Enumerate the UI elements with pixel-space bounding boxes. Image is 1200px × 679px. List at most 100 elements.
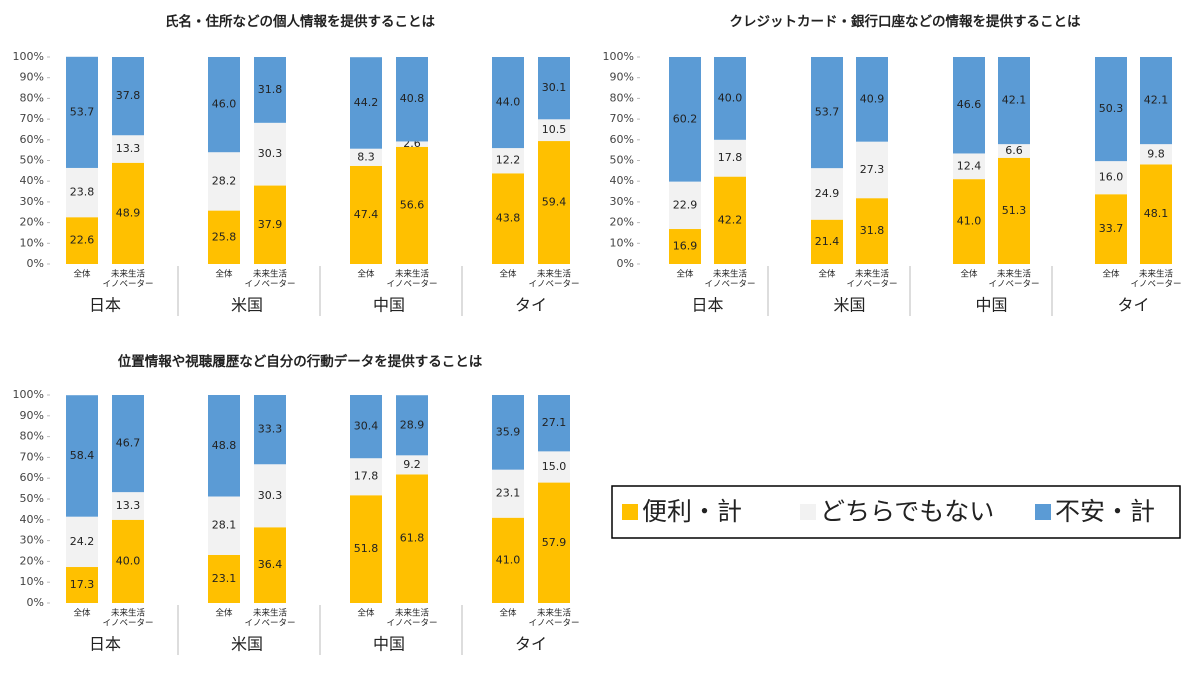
x-tick-label: 未来生活: [111, 608, 146, 619]
y-tick-label: 10%: [610, 236, 634, 249]
x-tick-label: 未来生活: [537, 608, 572, 619]
bar-segment: [350, 148, 382, 166]
bar-segment: [714, 176, 746, 264]
y-tick-label: 50%: [610, 154, 634, 167]
bar-segment: [538, 57, 570, 120]
x-tick-label: イノベーター: [244, 280, 295, 290]
bar-segment: [856, 57, 888, 142]
bar-segment: [254, 122, 286, 186]
bar-segment: [953, 57, 985, 154]
bar-segment: [492, 173, 524, 264]
group-label: タイ: [515, 635, 547, 654]
y-tick-label: 80%: [20, 91, 44, 104]
bar-segment: [112, 135, 144, 163]
value-label: 42.2: [718, 213, 743, 226]
bar-segment: [492, 517, 524, 603]
value-label: 16.0: [1099, 171, 1124, 184]
group-label: 中国: [975, 296, 1007, 315]
legend-box: [611, 485, 1181, 539]
value-label: 60.2: [673, 112, 698, 125]
bar-segment: [66, 217, 98, 264]
value-label: 28.2: [212, 174, 237, 187]
value-label: 51.3: [1002, 204, 1027, 217]
value-label: 15.0: [542, 460, 567, 473]
value-label: 16.9: [673, 240, 698, 253]
value-label: 8.3: [357, 150, 375, 163]
value-label: 40.0: [718, 91, 743, 104]
group-label: 中国: [373, 296, 405, 315]
value-label: 48.1: [1144, 207, 1169, 220]
group-label: タイ: [515, 296, 547, 315]
value-label: 41.0: [496, 553, 521, 566]
value-label: 10.5: [542, 123, 567, 136]
x-tick-label: 未来生活: [253, 269, 288, 280]
value-label: 6.6: [1005, 144, 1023, 157]
y-tick-label: 90%: [610, 71, 634, 84]
x-tick-label: 未来生活: [395, 269, 430, 280]
x-tick-label: 未来生活: [253, 608, 288, 619]
bar-segment: [66, 167, 98, 218]
bar-segment: [112, 492, 144, 520]
value-label: 27.1: [542, 416, 567, 429]
x-tick-label: イノベーター: [988, 280, 1039, 290]
x-tick-label: 全体: [818, 269, 836, 280]
value-label: 31.8: [860, 224, 885, 237]
y-tick-label: 30%: [20, 534, 44, 547]
group-label: 日本: [691, 296, 723, 315]
bar-segment: [350, 165, 382, 264]
value-label: 59.4: [542, 196, 567, 209]
bar-segment: [112, 395, 144, 493]
x-tick-label: イノベーター: [528, 619, 579, 629]
legend-swatch: [800, 504, 816, 520]
bar-segment: [208, 210, 240, 264]
value-label: 37.8: [116, 89, 141, 102]
value-label: 44.0: [496, 96, 521, 109]
x-tick-label: 全体: [499, 269, 517, 280]
group-label: タイ: [1117, 296, 1149, 315]
group-label: 中国: [373, 635, 405, 654]
y-tick-label: 90%: [20, 409, 44, 422]
bar-segment: [254, 464, 286, 528]
x-tick-label: 全体: [215, 608, 233, 619]
value-label: 21.4: [815, 235, 840, 248]
bar-segment: [66, 516, 98, 568]
bar-segment: [998, 144, 1030, 158]
legend-swatch: [1035, 504, 1051, 520]
x-tick-label: イノベーター: [1130, 280, 1181, 290]
value-label: 9.2: [403, 458, 421, 471]
y-tick-label: 40%: [610, 174, 634, 187]
y-tick-label: 100%: [13, 388, 44, 401]
bar-segment: [396, 57, 428, 142]
bar-segment: [856, 141, 888, 199]
x-tick-label: 全体: [73, 608, 91, 619]
legend-label: どちらでもない: [820, 497, 994, 526]
value-label: 57.9: [542, 536, 567, 549]
x-tick-label: 未来生活: [537, 269, 572, 280]
value-label: 30.1: [542, 81, 567, 94]
value-label: 61.8: [400, 532, 425, 545]
value-label: 28.9: [400, 418, 425, 431]
bar-segment: [112, 162, 144, 264]
bar-segment: [396, 395, 428, 456]
y-tick-label: 10%: [20, 575, 44, 588]
bar-segment: [538, 482, 570, 603]
value-label: 23.8: [70, 186, 95, 199]
value-label: 23.1: [212, 572, 237, 585]
value-label: 22.9: [673, 198, 698, 211]
bar-segment: [350, 458, 382, 496]
y-tick-label: 0%: [617, 257, 634, 270]
value-label: 24.9: [815, 187, 840, 200]
value-label: 42.1: [1144, 94, 1169, 107]
value-label: 30.3: [258, 147, 283, 160]
bar-segment: [1140, 57, 1172, 145]
bar-segment: [669, 229, 701, 264]
y-tick-label: 80%: [610, 91, 634, 104]
bar-segment: [396, 474, 428, 603]
y-tick-label: 80%: [20, 430, 44, 443]
bar-segment: [998, 157, 1030, 264]
y-tick-label: 50%: [20, 154, 44, 167]
value-label: 51.8: [354, 542, 379, 555]
x-tick-label: イノベーター: [704, 280, 755, 290]
bar-segment: [112, 57, 144, 136]
bar-segment: [953, 179, 985, 264]
